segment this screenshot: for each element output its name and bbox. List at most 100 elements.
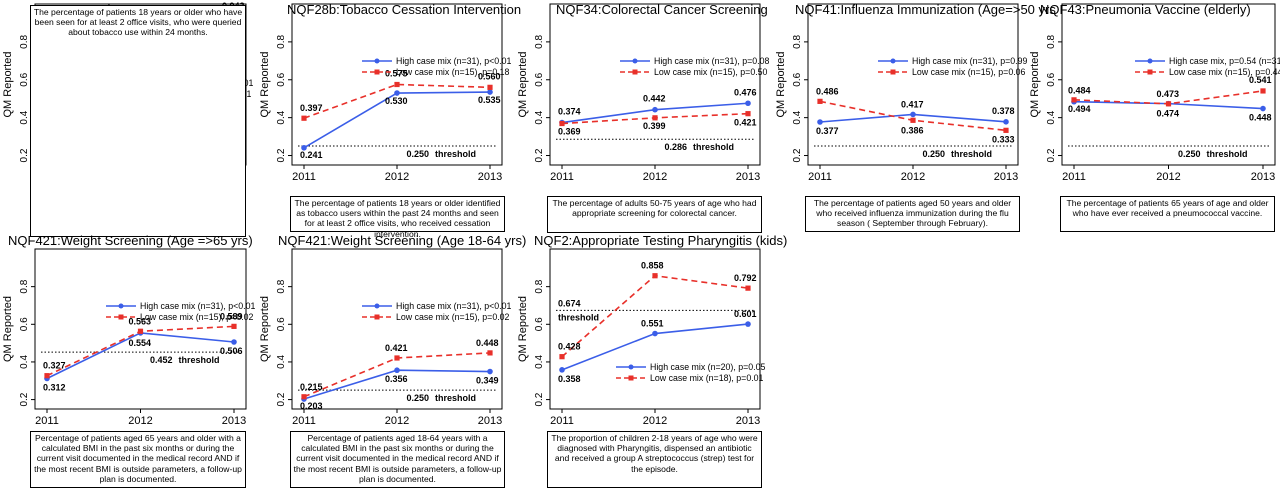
x-tick-label: 2011 <box>550 171 574 183</box>
data-label: 0.575 <box>385 69 408 79</box>
y-tick-label: 0.6 <box>19 72 30 86</box>
y-axis-label: QM Reported <box>517 51 529 117</box>
chart-caption: The percentage of patients 18 years or o… <box>30 5 246 237</box>
x-tick-label: 2012 <box>643 415 667 427</box>
legend-marker <box>374 69 380 75</box>
chart-title: NQF28b:Tobacco Cessation Intervention <box>287 2 522 17</box>
y-tick-label: 0.6 <box>19 317 30 331</box>
series-high-point <box>231 339 237 345</box>
series-low-point <box>44 373 50 379</box>
x-tick-label: 2012 <box>901 171 925 183</box>
x-tick-label: 2011 <box>808 171 832 183</box>
series-low-point <box>301 394 307 400</box>
series-low-point <box>652 115 658 121</box>
x-tick-label: 2011 <box>1062 171 1086 183</box>
data-label: 0.399 <box>643 121 666 131</box>
legend-marker <box>890 58 896 64</box>
y-axis-label: QM Reported <box>1029 51 1041 117</box>
chart-title: NQF34:Colorectal Cancer Screening <box>556 2 768 17</box>
series-high-point <box>394 367 400 374</box>
y-axis-label: QM Reported <box>259 51 271 117</box>
data-label: 0.421 <box>734 118 757 128</box>
plot-frame <box>549 3 761 166</box>
chart-caption: The percentage of patients aged 50 years… <box>805 196 1020 232</box>
y-tick-label: 0.2 <box>1046 148 1057 162</box>
y-tick-label: 0.4 <box>19 110 30 124</box>
data-label: 0.589 <box>220 311 243 321</box>
series-high-point <box>652 330 658 337</box>
legend-marker <box>890 69 896 75</box>
data-label: 0.601 <box>734 309 757 319</box>
legend-marker <box>118 303 124 309</box>
y-tick-label: 0.2 <box>276 392 287 406</box>
legend-marker <box>374 58 380 64</box>
y-tick-label: 0.4 <box>792 110 803 124</box>
legend-label: Low case mix (n=15), p=0.02 <box>140 312 254 322</box>
threshold-label: threshold <box>693 142 734 152</box>
y-tick-label: 0.6 <box>792 72 803 86</box>
data-label: 0.560 <box>478 71 501 81</box>
threshold-value: 0.674 <box>558 298 581 308</box>
legend-label: Low case mix (n=15), p=0.18 <box>396 67 510 77</box>
y-tick-label: 0.2 <box>276 148 287 162</box>
series-low-point <box>745 285 751 291</box>
chart-title: NQF2:Appropriate Testing Pharyngitis (ki… <box>534 233 788 248</box>
y-tick-label: 0.2 <box>19 148 30 162</box>
series-low-point <box>1071 97 1077 103</box>
chart-panel-8: 0.2 0.4 0.6 0.8 2011 2012 2013 QM Reported 0.674… <box>517 248 766 427</box>
legend-marker <box>628 375 634 381</box>
y-axis-label: QM Reported <box>259 296 271 362</box>
series-high-point <box>1003 119 1009 125</box>
y-tick-label: 0.2 <box>792 148 803 162</box>
series-low-point <box>652 273 658 279</box>
data-label: 0.530 <box>385 96 408 106</box>
series-high-point <box>910 111 916 118</box>
legend-label: Low case mix (n=15), p=0.02 <box>396 312 510 322</box>
y-tick-label: 0.8 <box>534 34 545 48</box>
data-label: 0.312 <box>43 383 66 393</box>
data-label: 0.442 <box>643 94 666 104</box>
x-tick-label: 2011 <box>550 415 574 427</box>
plot-frame <box>807 3 1019 166</box>
legend-marker <box>1147 58 1153 64</box>
data-label: 0.374 <box>558 107 581 117</box>
y-tick-label: 0.2 <box>19 392 30 406</box>
chart-title: NQF41:Influenza Immunization (Age=>50 yr… <box>795 2 1056 17</box>
x-tick-label: 2013 <box>478 171 502 183</box>
series-low-point <box>301 115 307 121</box>
series-low-point <box>559 354 565 360</box>
chart-caption: Percentage of patients aged 18-64 years … <box>290 431 505 488</box>
y-tick-label: 0.2 <box>534 148 545 162</box>
data-label: 0.417 <box>901 99 924 109</box>
x-tick-label: 2011 <box>292 171 316 183</box>
y-tick-label: 0.8 <box>792 34 803 48</box>
data-label: 0.551 <box>641 319 664 329</box>
x-tick-label: 2013 <box>222 415 246 427</box>
legend-label: Low case mix (n=15), p=0.06 <box>912 67 1026 77</box>
y-tick-label: 0.6 <box>1046 72 1057 86</box>
series-high-point <box>745 321 751 327</box>
chart-panel-6: 0.2 0.4 0.6 0.8 2011 2012 2013 QM Reported 0.452… <box>2 248 256 427</box>
threshold-label: threshold <box>435 393 476 403</box>
data-label: 0.428 <box>558 342 581 352</box>
data-label: 0.448 <box>1249 113 1272 123</box>
data-label: 0.377 <box>816 126 839 136</box>
series-high-point <box>394 90 400 96</box>
series-high-point <box>301 144 307 151</box>
chart-title: NQF421:Weight Screening (Age 18-64 yrs) <box>278 233 527 248</box>
data-label: 0.474 <box>1157 109 1180 119</box>
data-label: 0.486 <box>816 86 839 96</box>
y-tick-label: 0.6 <box>534 317 545 331</box>
data-label: 0.563 <box>129 316 152 326</box>
series-low-point <box>394 81 400 88</box>
data-label: 0.858 <box>641 261 664 271</box>
series-low-line <box>303 83 491 119</box>
series-low-point <box>231 323 237 329</box>
chart-caption: The proportion of children 2-18 years of… <box>547 431 762 488</box>
data-label: 0.241 <box>300 150 323 160</box>
chart-panel-5: 0.2 0.4 0.6 0.8 2011 2012 2013 QM Reported 0.250… <box>1029 3 1280 183</box>
chart-panel-4: 0.2 0.4 0.6 0.8 2011 2012 2013 QM Reported 0.250… <box>775 3 1028 183</box>
plot-frame <box>291 248 503 410</box>
chart-panel-7: 0.2 0.4 0.6 0.8 2011 2012 2013 QM Reported 0.250… <box>259 248 512 427</box>
legend-label: High case mix (n=31), p<0.01 <box>396 56 512 66</box>
